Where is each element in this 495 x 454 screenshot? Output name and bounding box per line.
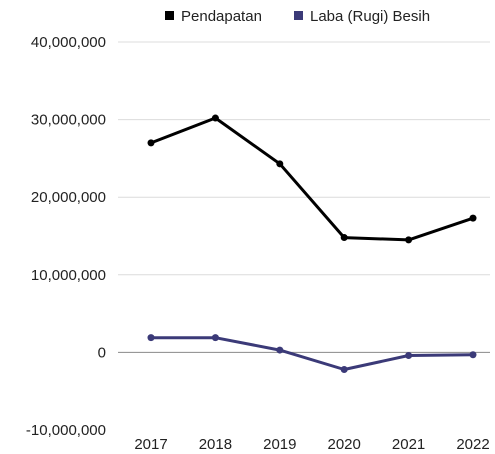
y-tick-label: 40,000,000 — [31, 34, 106, 51]
y-tick-label: 20,000,000 — [31, 189, 106, 206]
legend-label-pendapatan: Pendapatan — [181, 8, 262, 25]
series-0 — [147, 114, 477, 244]
gridlines — [118, 41, 490, 353]
series-1 — [147, 334, 477, 373]
x-tick-label: 2020 — [328, 436, 361, 453]
data-point — [405, 352, 413, 360]
x-tick-label: 2022 — [456, 436, 489, 453]
y-tick-label: 0 — [98, 344, 106, 361]
data-point — [405, 236, 413, 244]
y-tick-label: 30,000,000 — [31, 112, 106, 129]
x-tick-label: 2018 — [199, 436, 232, 453]
data-point — [276, 160, 284, 168]
y-axis: -10,000,000 0 10,000,000 20,000,000 30,000,0… — [26, 34, 106, 439]
y-tick-label: 10,000,000 — [31, 267, 106, 284]
x-tick-label: 2019 — [263, 436, 296, 453]
data-point — [340, 234, 348, 242]
data-point — [469, 351, 477, 359]
series-line — [149, 336, 475, 371]
legend-marker-pendapatan — [165, 11, 174, 20]
series-layer — [147, 114, 477, 373]
legend-label-laba: Laba (Rugi) Besih — [310, 8, 430, 25]
data-point — [211, 334, 219, 342]
legend-marker-laba — [294, 11, 303, 20]
data-point — [147, 334, 155, 342]
data-point — [147, 139, 155, 147]
x-axis: 2017 2018 2019 2020 2021 2022 — [134, 436, 489, 453]
series-line — [149, 116, 475, 242]
data-point — [340, 365, 348, 373]
x-tick-label: 2021 — [392, 436, 425, 453]
data-point — [469, 214, 477, 222]
data-point — [276, 346, 284, 354]
data-point — [211, 114, 219, 122]
y-tick-label: -10,000,000 — [26, 422, 106, 439]
x-tick-label: 2017 — [134, 436, 167, 453]
legend: Pendapatan Laba (Rugi) Besih — [165, 8, 430, 25]
